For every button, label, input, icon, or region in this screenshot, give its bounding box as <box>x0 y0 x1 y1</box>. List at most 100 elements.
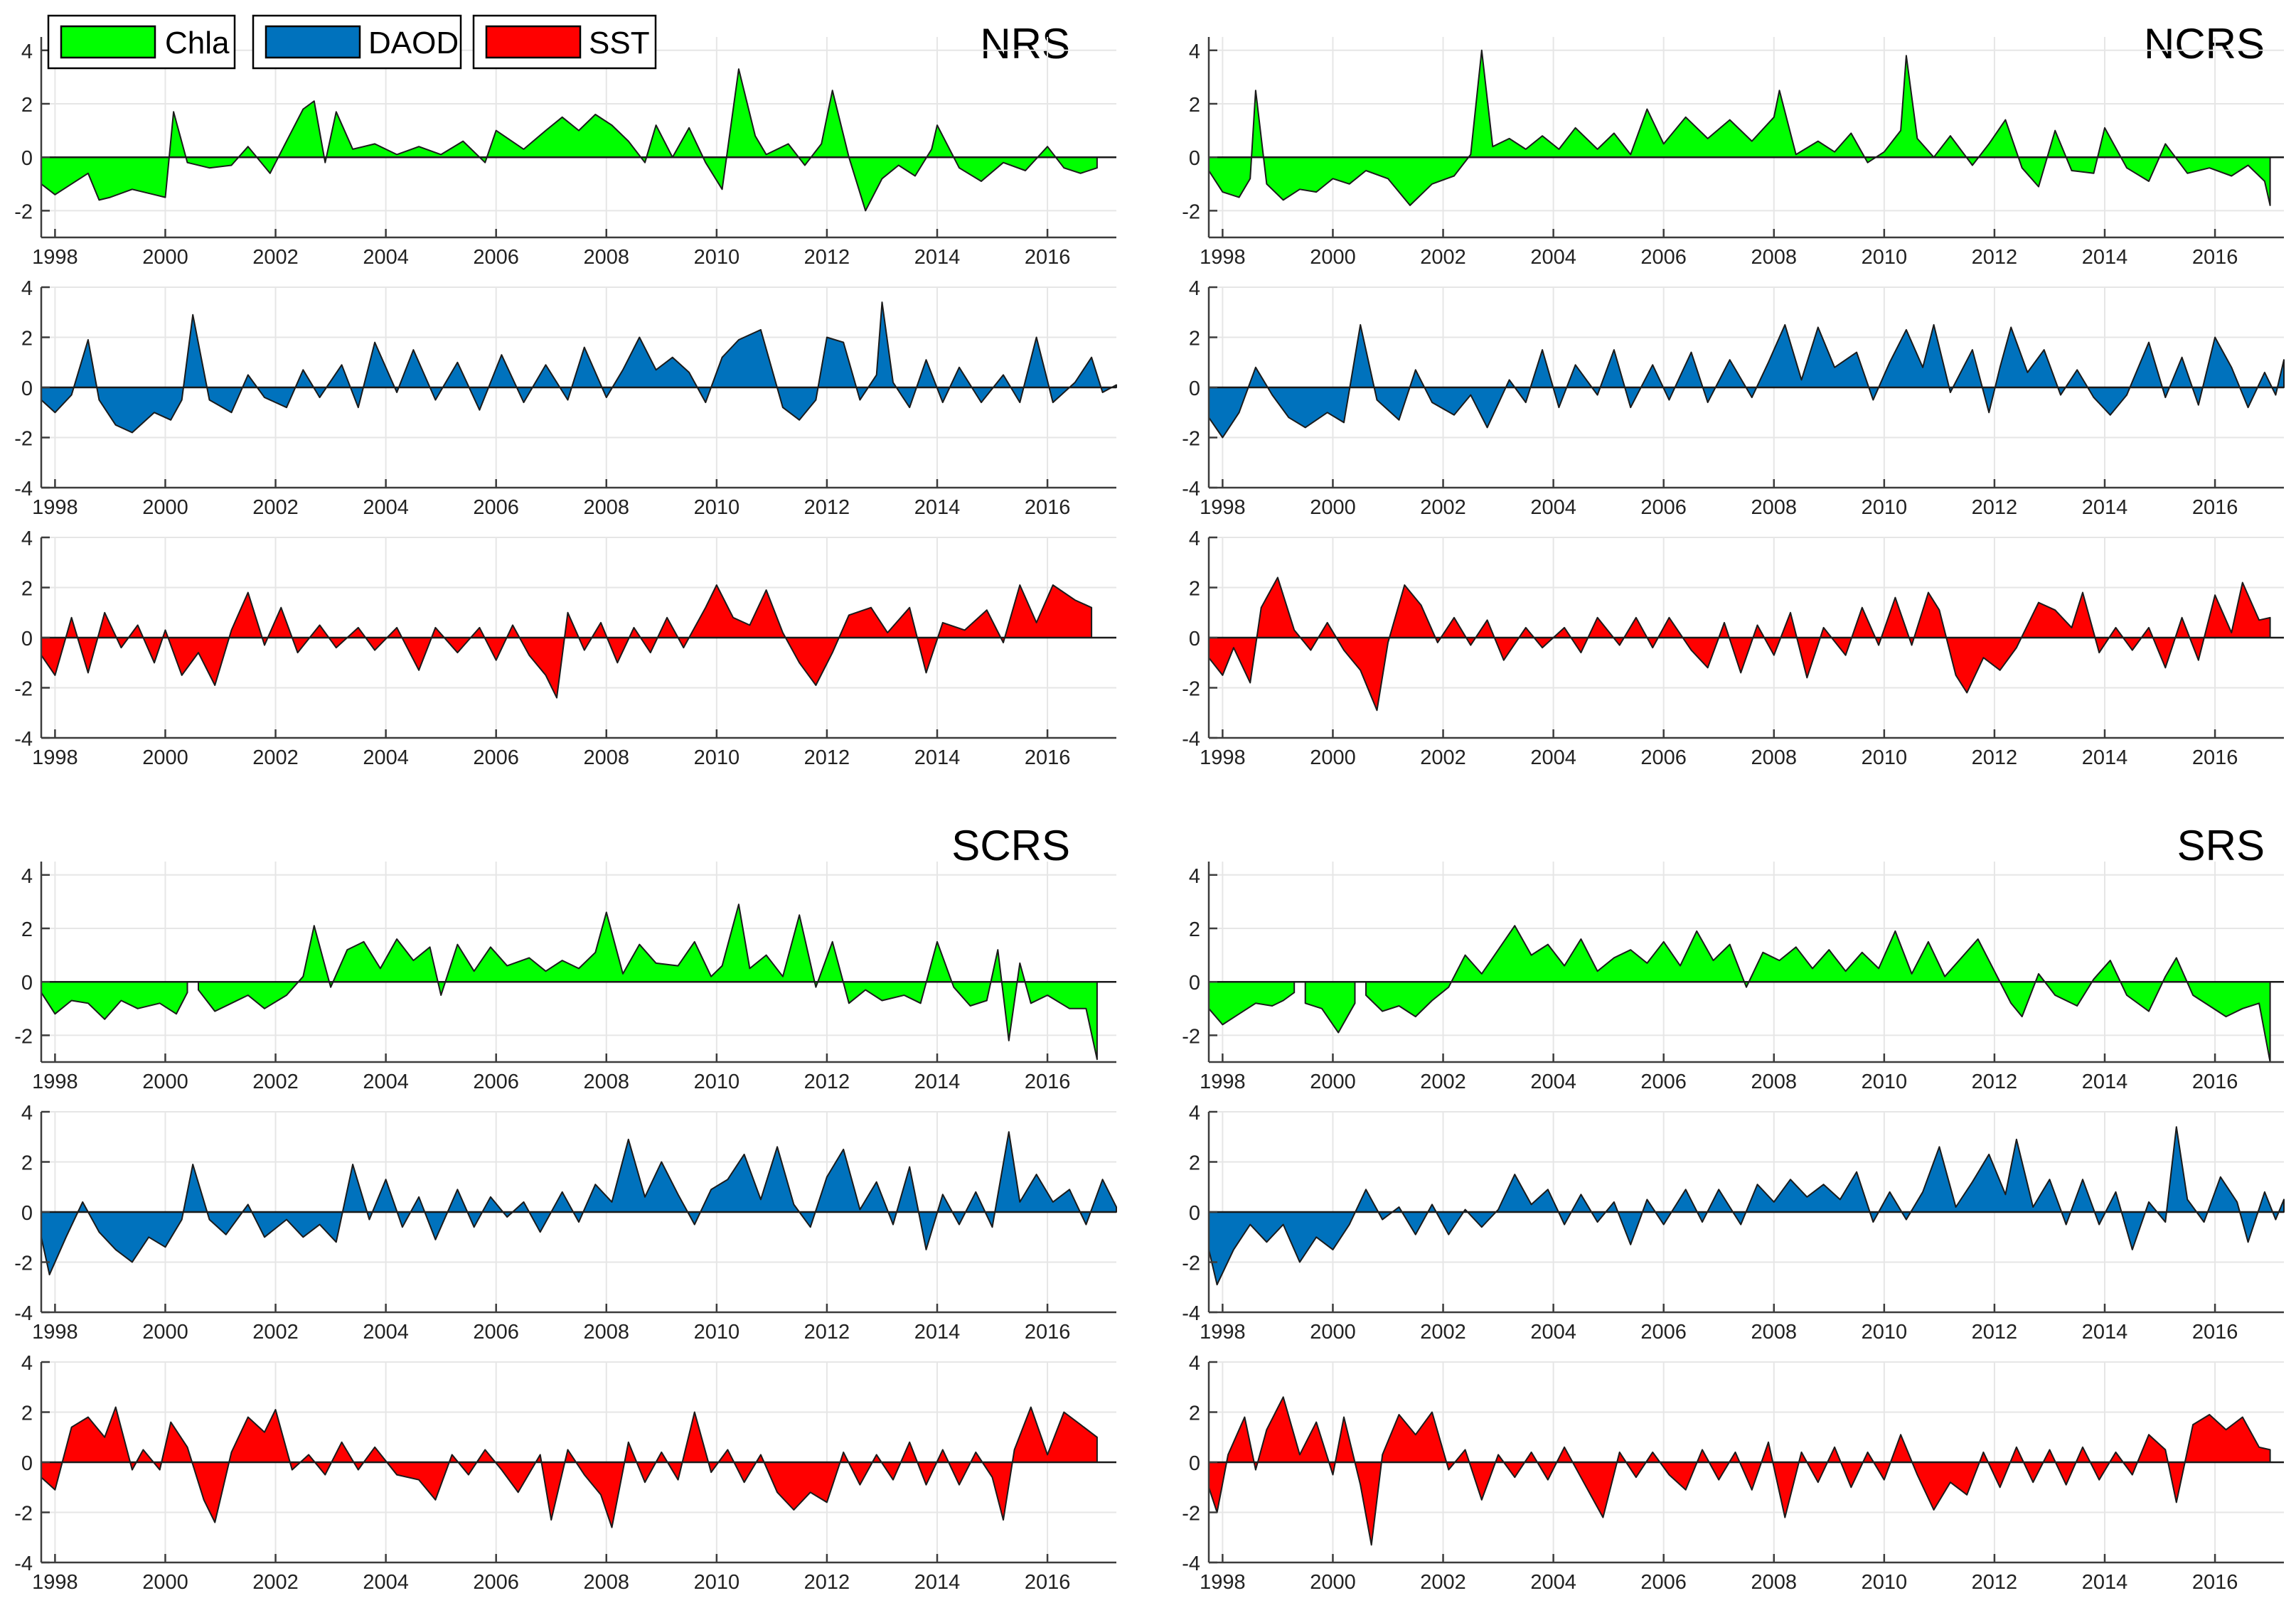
y-tick-label: 2 <box>1189 918 1200 941</box>
y-tick-label: -2 <box>14 200 33 223</box>
panel-title: SRS <box>2177 822 2265 869</box>
x-tick-label: 2004 <box>363 246 409 269</box>
area-sst <box>41 1406 1098 1528</box>
x-tick-label: 2014 <box>914 1321 961 1344</box>
x-tick-label: 1998 <box>32 746 78 769</box>
y-tick-label: -2 <box>14 428 33 451</box>
x-tick-label: 2012 <box>804 1321 850 1344</box>
x-tick-label: 2012 <box>804 1571 850 1594</box>
x-tick-label: 2004 <box>1530 496 1576 519</box>
x-tick-label: 1998 <box>32 246 78 269</box>
y-tick-label: 4 <box>1189 865 1200 888</box>
x-tick-label: 1998 <box>32 1071 78 1093</box>
x-tick-label: 2000 <box>1310 1071 1356 1093</box>
x-tick-label: 2016 <box>1025 746 1071 769</box>
x-tick-label: 2004 <box>363 496 409 519</box>
x-tick-label: 2004 <box>363 1071 409 1093</box>
y-tick-label: -4 <box>1182 478 1200 500</box>
legend-label-daod: DAOD <box>368 26 459 60</box>
subplot-chla: -2 0 2 4 1998 2000 2002 2004 2006 2008 2010 2012 201… <box>14 862 1116 1093</box>
x-tick-label: 2002 <box>1420 1571 1466 1594</box>
subplot-sst: -4 -2 0 2 4 1998 2000 2002 2004 2006 2008 2010 2012 2… <box>14 527 1116 769</box>
y-tick-label: 4 <box>21 277 33 300</box>
area-chla <box>1208 981 1296 1026</box>
x-tick-label: 2016 <box>2192 1071 2238 1093</box>
legend-swatch-daod <box>265 25 361 59</box>
y-tick-label: 4 <box>1189 41 1200 63</box>
x-tick-label: 2006 <box>473 1321 519 1344</box>
x-tick-label: 2002 <box>1420 746 1466 769</box>
y-tick-label: 0 <box>21 628 33 650</box>
x-tick-label: 2012 <box>804 496 850 519</box>
x-tick-label: 2014 <box>914 1571 961 1594</box>
subplot-daod: -4 -2 0 2 4 1998 2000 2002 2004 2006 2008 2010 2012 2… <box>1182 277 2285 519</box>
x-tick-label: 2010 <box>1862 746 1908 769</box>
x-tick-label: 2010 <box>1862 1071 1908 1093</box>
grid <box>1209 862 2284 1062</box>
x-tick-label: 2000 <box>142 746 188 769</box>
x-tick-label: 2008 <box>1751 1321 1798 1344</box>
x-tick-label: 2016 <box>1025 1071 1071 1093</box>
area-sst <box>1208 1396 2271 1546</box>
y-tick-label: -2 <box>1182 1253 1200 1275</box>
y-tick-label: 0 <box>1189 1202 1200 1225</box>
x-tick-label: 2010 <box>694 1071 740 1093</box>
y-tick-label: -4 <box>14 728 33 751</box>
x-tick-label: 2008 <box>584 496 630 519</box>
x-tick-label: 2010 <box>1862 246 1908 269</box>
y-tick-label: 0 <box>1189 972 1200 994</box>
x-tick-label: 2004 <box>1530 1321 1576 1344</box>
x-tick-label: 2000 <box>1310 746 1356 769</box>
x-tick-label: 2012 <box>1972 246 2018 269</box>
area-daod <box>1208 323 2285 439</box>
x-tick-label: 2002 <box>1420 1071 1466 1093</box>
y-tick-label: -4 <box>1182 1553 1200 1575</box>
x-tick-label: 2012 <box>1972 1071 2018 1093</box>
legend-swatch-chla <box>60 25 156 59</box>
x-tick-label: 2014 <box>2082 1321 2128 1344</box>
x-tick-label: 2014 <box>2082 1071 2128 1093</box>
x-tick-label: 2006 <box>473 246 519 269</box>
y-tick-label: -2 <box>1182 200 1200 223</box>
subplot-chla: -2 0 2 4 1998 2000 2002 2004 2006 2008 2010 2012 201… <box>14 37 1116 269</box>
y-tick-label: -2 <box>14 1025 33 1048</box>
x-tick-label: 2006 <box>1640 246 1687 269</box>
x-tick-label: 2010 <box>1862 1321 1908 1344</box>
x-tick-label: 2000 <box>142 1071 188 1093</box>
x-tick-label: 2006 <box>473 1571 519 1594</box>
x-tick-label: 2006 <box>1640 496 1687 519</box>
x-tick-label: 2008 <box>1751 746 1798 769</box>
x-tick-label: 2006 <box>1640 1071 1687 1093</box>
x-tick-label: 2016 <box>2192 496 2238 519</box>
area-chla <box>41 68 1098 212</box>
x-tick-label: 2006 <box>1640 1571 1687 1594</box>
area-chla <box>41 981 188 1020</box>
x-tick-label: 2010 <box>1862 496 1908 519</box>
subplot-chla: -2 0 2 4 1998 2000 2002 2004 2006 2008 2010 2012 201… <box>1182 862 2284 1093</box>
area-daod <box>41 301 1117 434</box>
area-sst <box>41 584 1093 699</box>
x-tick-label: 2010 <box>694 246 740 269</box>
x-tick-label: 2004 <box>1530 1571 1576 1594</box>
x-tick-label: 2014 <box>914 1071 961 1093</box>
x-tick-label: 2004 <box>363 1321 409 1344</box>
x-tick-label: 1998 <box>1200 1571 1246 1594</box>
y-tick-label: 4 <box>21 1352 33 1375</box>
x-tick-label: 2006 <box>1640 1321 1687 1344</box>
x-tick-label: 2002 <box>1420 496 1466 519</box>
x-tick-label: 1998 <box>32 496 78 519</box>
y-tick-label: 4 <box>1189 1352 1200 1375</box>
x-tick-label: 2002 <box>252 1571 299 1594</box>
x-tick-label: 2008 <box>1751 246 1798 269</box>
x-tick-label: 2012 <box>804 246 850 269</box>
x-tick-label: 2004 <box>1530 746 1576 769</box>
y-tick-label: 2 <box>21 1152 33 1175</box>
x-tick-label: 2008 <box>584 1571 630 1594</box>
x-tick-label: 2012 <box>1972 1571 2018 1594</box>
y-tick-label: 0 <box>21 147 33 170</box>
y-tick-label: 4 <box>21 1102 33 1125</box>
x-tick-label: 2014 <box>2082 496 2128 519</box>
